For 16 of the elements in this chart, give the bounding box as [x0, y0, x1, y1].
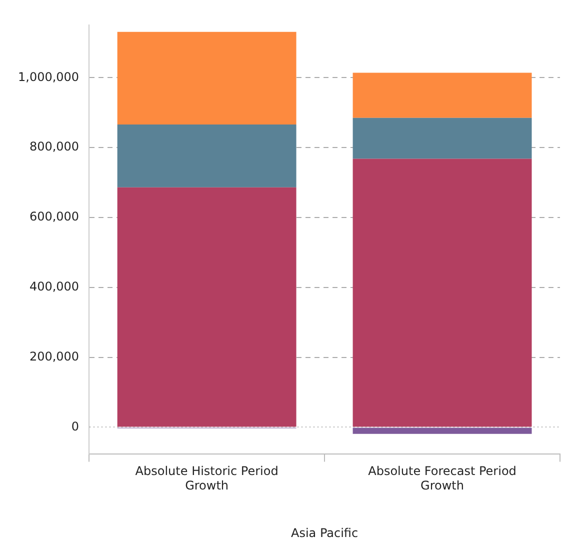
x-tick-label: Absolute Historic Period Growth — [135, 464, 278, 493]
x-axis-title: Asia Pacific — [290, 526, 358, 540]
x-tick-label: Absolute Forecast Period Growth — [368, 464, 516, 493]
y-tick-label: 1,000,000 — [18, 70, 80, 84]
bar — [352, 158, 532, 427]
bar — [352, 428, 532, 434]
y-tick-label: 400,000 — [29, 280, 80, 294]
bar — [352, 72, 532, 118]
y-tick-label: 200,000 — [29, 349, 80, 364]
bar — [352, 118, 532, 159]
bar — [117, 32, 296, 124]
y-tick-label: 0 — [71, 419, 80, 434]
bar — [117, 187, 296, 427]
y-tick-label: 600,000 — [29, 210, 80, 224]
y-tick-label: 800,000 — [29, 140, 80, 154]
bar — [117, 124, 296, 188]
